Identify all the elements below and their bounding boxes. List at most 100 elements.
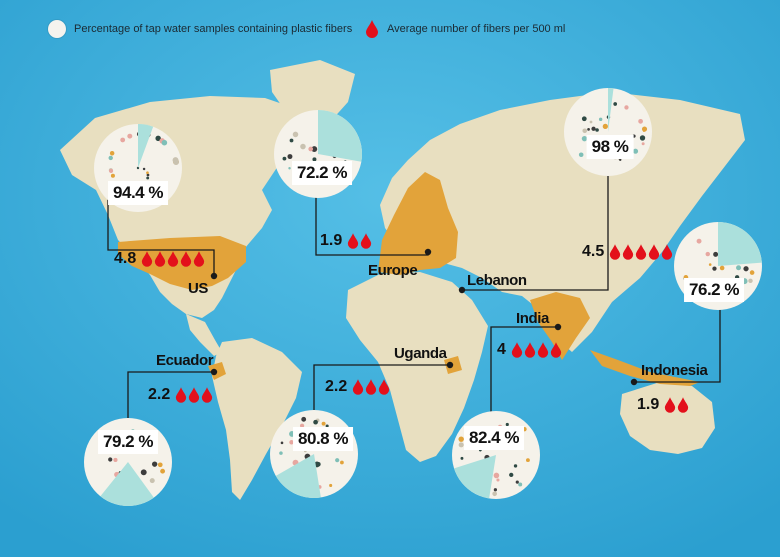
blood-drop-icon [665,397,676,413]
speckle [624,105,629,110]
percent-label-europe: 72.2 % [292,161,352,185]
blood-drop-icon [623,244,634,260]
drop-icons-indonesia [664,397,690,413]
speckle [509,472,514,477]
speckle [587,127,590,131]
speckle [311,146,318,153]
fiber-value-indonesia: 1.9 [637,396,660,413]
speckle [280,441,284,445]
speckle [288,167,291,170]
fiber-value-lebanon: 4.5 [582,243,605,260]
fiber-count-uganda: 2.2 [325,378,391,396]
speckle [340,460,344,465]
speckle [619,158,622,161]
speckle [460,456,464,460]
legend-pie-label: Percentage of tap water samples containi… [74,23,353,35]
speckle [149,478,155,484]
speckle [526,458,530,463]
pie-slice-without-indonesia [718,222,762,266]
landmass-central-america [186,314,222,356]
blood-drop-icon [189,387,200,403]
pie-slice-without-india [454,455,496,499]
blood-drop-icon [662,244,673,260]
speckle [513,464,518,468]
country-name-lebanon: Lebanon [467,272,527,289]
blood-drop-icon [194,251,205,267]
speckle [493,472,500,479]
drop-icons-lebanon [609,244,674,260]
speckle [292,131,299,138]
speckle [749,270,755,275]
speckle [160,468,166,474]
location-dot-europe [424,248,432,256]
location-dot-uganda [446,361,454,369]
pie-slice-without-ecuador [100,462,154,506]
speckle [598,117,603,122]
speckle [155,135,161,142]
speckle [705,251,711,257]
connector-indonesia [634,310,721,383]
speckle [582,128,588,134]
region-indonesia-highlight [590,350,700,386]
speckle [632,148,639,154]
blood-drop-icon [353,379,364,395]
country-name-ecuador: Ecuador [156,352,214,369]
blood-drop-icon [348,233,359,249]
speckle [301,416,307,422]
blood-drop-icon [181,251,192,267]
speckle [458,436,464,442]
speckle [581,116,587,122]
blood-drop-icon [610,244,621,260]
pie-slice-without-lebanon [608,88,614,132]
location-dot-indonesia [630,378,638,386]
speckle [329,483,333,488]
connector-lebanon [462,174,609,291]
pie-lebanon [564,88,652,176]
blood-drop-icon [361,233,372,249]
fiber-value-uganda: 2.2 [325,378,348,395]
location-dot-lebanon [458,286,466,294]
pie-india [452,411,540,499]
speckle [743,266,749,272]
landmass-south-america [212,338,302,500]
landmass-australia [620,382,715,454]
speckle [157,462,163,468]
legend-pie: Percentage of tap water samples containi… [48,20,352,38]
pie-slice-without-us [138,124,154,168]
speckle [151,461,158,467]
speckle [109,168,114,174]
speckle [142,167,146,171]
speckle [282,156,287,161]
percent-label-ecuador: 79.2 % [98,430,158,454]
speckle [505,422,509,427]
fiber-count-us: 4.8 [114,250,206,268]
speckle [518,482,523,487]
speckle [316,461,321,467]
speckle [496,478,500,482]
region-europe-highlight [378,172,458,275]
blood-drop-icon [649,244,660,260]
legend-drop: Average number of fibers per 500 ml [365,20,565,38]
fiber-count-ecuador: 2.2 [148,386,214,404]
speckle [515,480,519,484]
speckle [638,118,643,124]
speckle [289,138,294,143]
speckle [279,451,283,455]
fiber-value-ecuador: 2.2 [148,386,171,403]
pie-charts [84,88,762,506]
speckle [172,157,179,164]
speckle [748,278,753,284]
blood-drop-icon [202,387,213,403]
speckle [581,135,588,142]
speckle [602,123,608,130]
landmass-eurasia [380,92,745,352]
blood-drop-icon [511,342,523,358]
speckle [287,154,293,160]
percent-label-india: 82.4 % [464,426,524,450]
drop-icons-india [511,342,563,358]
drop-icons-uganda [352,379,391,395]
speckle [146,176,150,180]
fiber-count-india: 4 [497,341,563,359]
